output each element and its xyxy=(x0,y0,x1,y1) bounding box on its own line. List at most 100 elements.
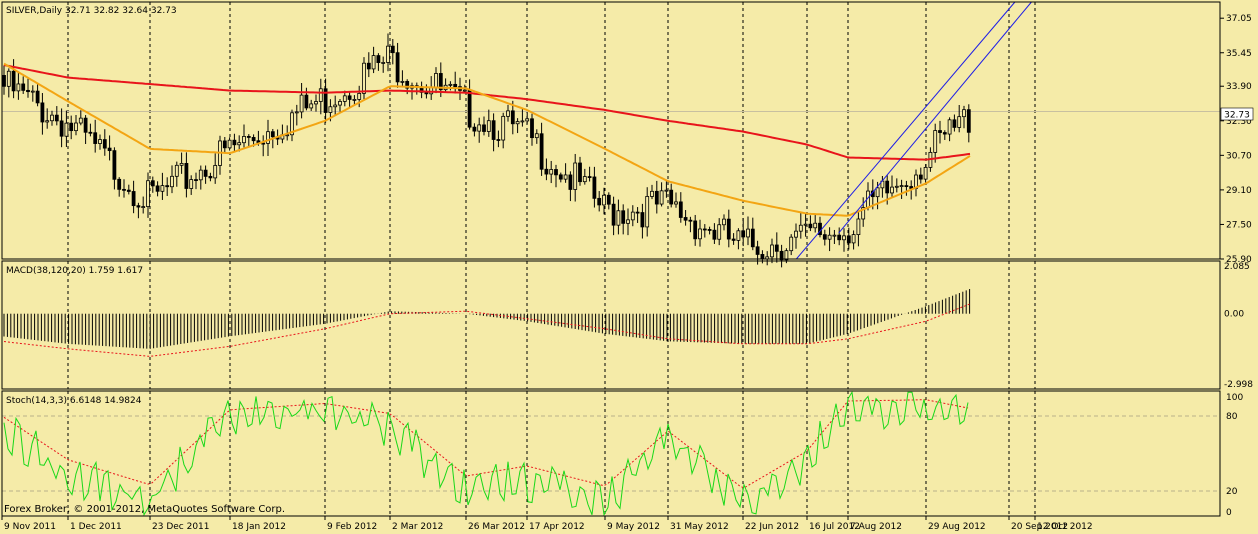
candle-bull xyxy=(198,169,203,181)
candle-bear xyxy=(184,163,189,189)
candle-bull xyxy=(659,190,664,205)
candle-bull xyxy=(698,228,702,240)
candle-bear xyxy=(270,131,275,138)
candle-bull xyxy=(448,83,453,86)
candle-bull xyxy=(842,235,846,241)
candle-bull xyxy=(328,106,333,113)
candle-bull xyxy=(549,169,554,175)
candle-bull xyxy=(462,89,467,92)
candle-bear xyxy=(165,185,170,188)
time-tick-label: 7 Aug 2012 xyxy=(850,522,902,532)
candle-bull xyxy=(78,117,83,124)
candle-bear xyxy=(846,235,851,244)
price-tick-label: 27.50 xyxy=(1226,220,1252,230)
candle-bull xyxy=(352,98,357,101)
candle-bull xyxy=(362,62,366,94)
time-tick-label: 20 Sep 2012 xyxy=(1011,522,1068,532)
time-tick-label: 9 Feb 2012 xyxy=(327,522,377,532)
candle-bull xyxy=(515,121,520,125)
candle-bear xyxy=(587,176,592,178)
candle-bull xyxy=(803,223,808,226)
candle-bear xyxy=(837,234,842,241)
candle-bull xyxy=(338,101,342,106)
candle-bull xyxy=(179,163,184,166)
time-tick-label: 31 May 2012 xyxy=(670,522,729,532)
candle-bear xyxy=(544,168,549,175)
candle-bull xyxy=(285,134,290,137)
candle-bull xyxy=(74,122,78,132)
candle-bear xyxy=(654,190,659,205)
candle-bear xyxy=(107,147,112,152)
candle-bear xyxy=(966,109,971,133)
candle-bull xyxy=(434,73,438,88)
candle-bear xyxy=(554,169,558,176)
candle-bull xyxy=(429,87,434,95)
candle-bull xyxy=(626,219,630,224)
stoch-k-line xyxy=(3,390,969,517)
candle-bull xyxy=(400,80,405,83)
candle-bear xyxy=(323,88,328,113)
candle-bull xyxy=(6,70,11,87)
candle-bear xyxy=(347,95,352,100)
price-tick-label: 33.90 xyxy=(1226,82,1252,92)
candle-bull xyxy=(813,222,818,229)
price-tick-label: 35.45 xyxy=(1226,49,1252,59)
stoch-tick-label: 20 xyxy=(1226,487,1238,497)
candle-bull xyxy=(602,194,606,206)
channel-line xyxy=(838,1,1032,234)
channel-line xyxy=(795,1,1016,260)
price-tick-label: 37.05 xyxy=(1226,14,1252,24)
candle-bear xyxy=(669,189,674,205)
candle-bull xyxy=(170,175,174,188)
candle-bull xyxy=(717,224,722,240)
candle-bull xyxy=(947,119,952,135)
time-tick-label: 2 Mar 2012 xyxy=(392,522,443,532)
candle-bull xyxy=(189,179,194,189)
candle-bull xyxy=(789,236,794,252)
candle-bear xyxy=(621,210,626,224)
candle-bull xyxy=(798,224,803,232)
stoch-tick-label: 0 xyxy=(1226,508,1232,518)
candle-bear xyxy=(11,70,16,92)
candle-bull xyxy=(290,112,294,136)
time-tick-label: 16 Jul 2012 xyxy=(809,522,860,532)
candle-bull xyxy=(242,136,246,144)
time-tick-label: 9 Nov 2011 xyxy=(4,522,56,532)
candle-bear xyxy=(606,194,611,205)
candle-bear xyxy=(635,211,640,214)
candle-bull xyxy=(371,55,376,70)
candle-bull xyxy=(98,139,102,144)
candle-bull xyxy=(736,230,741,241)
candle-bull xyxy=(381,62,386,64)
candle-bull xyxy=(160,185,165,192)
moving-average-lines xyxy=(3,62,971,217)
candle-bear xyxy=(904,185,909,187)
candle-bull xyxy=(856,218,861,236)
candle-bear xyxy=(438,73,443,91)
stoch-tick-label: 80 xyxy=(1226,412,1238,422)
macd-tick-label: -2.998 xyxy=(1224,380,1253,390)
candle-bull xyxy=(477,124,482,132)
candle-bear xyxy=(822,234,827,240)
main-panel-header: SILVER,Daily 32.71 32.82 32.64 32.73 xyxy=(6,6,177,16)
time-axis: 9 Nov 2011 1 Dec 2011 23 Dec 2011 18 Jan 20… xyxy=(1,516,1093,532)
candle-bull xyxy=(573,162,578,190)
candle-bull xyxy=(213,165,218,179)
macd-tick-label: 0.00 xyxy=(1224,310,1244,320)
candle-bull xyxy=(650,190,654,197)
time-tick-label: 18 Jan 2012 xyxy=(232,522,286,532)
candle-bear xyxy=(93,132,98,144)
copyright-text: Forex Broker, © 2001-2012, MetaQuotes So… xyxy=(4,504,285,515)
candle-bull xyxy=(146,180,150,207)
ma-fast-line xyxy=(3,62,971,217)
candle-bull xyxy=(16,83,21,92)
candle-bear xyxy=(40,102,45,123)
candle-bull xyxy=(520,120,525,123)
candle-bear xyxy=(707,229,712,231)
candle-bear xyxy=(102,139,107,149)
stoch-panel-frame xyxy=(1,390,1221,517)
macd-signal xyxy=(3,303,971,357)
candle-bear xyxy=(918,174,923,180)
